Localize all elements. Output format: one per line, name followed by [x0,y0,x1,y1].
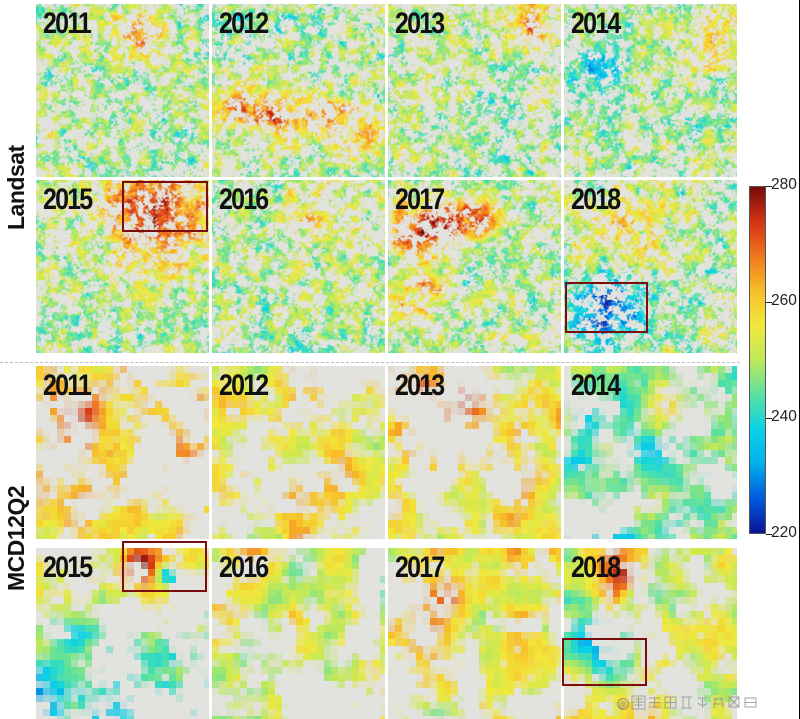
svg-text:@: @ [618,701,627,710]
